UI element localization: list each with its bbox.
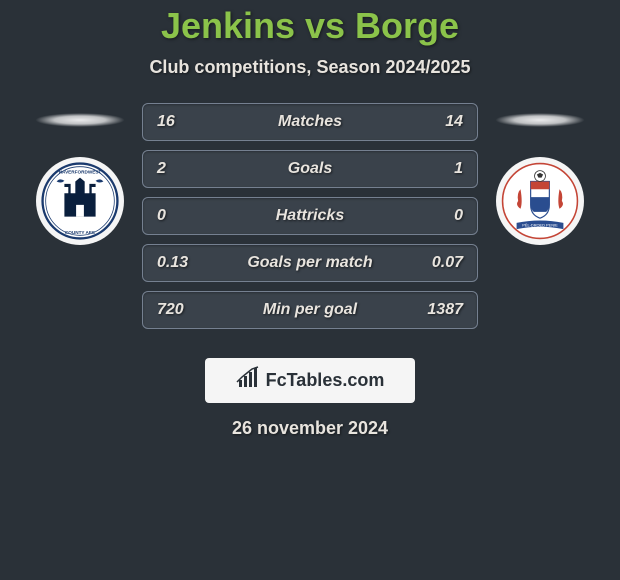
svg-text:HAVERFORDWEST: HAVERFORDWEST <box>59 170 102 175</box>
stat-label: Hattricks <box>276 207 344 225</box>
stat-row-hattricks: 0 Hattricks 0 <box>142 197 478 235</box>
stat-row-goals-per-match: 0.13 Goals per match 0.07 <box>142 244 478 282</box>
ellipse-shadow-right <box>495 113 585 127</box>
brand-label: FcTables.com <box>266 370 385 391</box>
stat-right-value: 1387 <box>418 301 463 319</box>
stat-label: Goals <box>288 160 332 178</box>
competition-subtitle: Club competitions, Season 2024/2025 <box>0 57 620 78</box>
chart-icon <box>236 366 260 395</box>
stat-right-value: 0.07 <box>418 254 463 272</box>
stat-right-value: 14 <box>418 113 463 131</box>
brand-attribution[interactable]: FcTables.com <box>205 358 415 403</box>
stat-row-min-per-goal: 720 Min per goal 1387 <box>142 291 478 329</box>
stats-table: 16 Matches 14 2 Goals 1 0 Hattricks 0 0.… <box>130 103 490 338</box>
svg-text:COUNTY AFC: COUNTY AFC <box>65 230 96 235</box>
stat-left-value: 0.13 <box>157 254 202 272</box>
stat-left-value: 720 <box>157 301 202 319</box>
date-label: 26 november 2024 <box>0 418 620 439</box>
left-club-badge: HAVERFORDWEST COUNTY AFC <box>36 157 124 245</box>
right-club-badge: PÊL-DROED PENIE <box>496 157 584 245</box>
page-title: Jenkins vs Borge <box>0 5 620 47</box>
stat-left-value: 16 <box>157 113 202 131</box>
stat-label: Goals per match <box>247 254 372 272</box>
left-player-column: HAVERFORDWEST COUNTY AFC <box>30 103 130 245</box>
stat-left-value: 2 <box>157 160 202 178</box>
stat-row-goals: 2 Goals 1 <box>142 150 478 188</box>
stat-label: Matches <box>278 113 342 131</box>
svg-text:PÊL-DROED PENIE: PÊL-DROED PENIE <box>522 223 558 228</box>
stat-right-value: 1 <box>418 160 463 178</box>
right-player-column: PÊL-DROED PENIE <box>490 103 590 245</box>
stat-left-value: 0 <box>157 207 202 225</box>
ellipse-shadow-left <box>35 113 125 127</box>
stat-right-value: 0 <box>418 207 463 225</box>
stat-label: Min per goal <box>263 301 357 319</box>
stat-row-matches: 16 Matches 14 <box>142 103 478 141</box>
